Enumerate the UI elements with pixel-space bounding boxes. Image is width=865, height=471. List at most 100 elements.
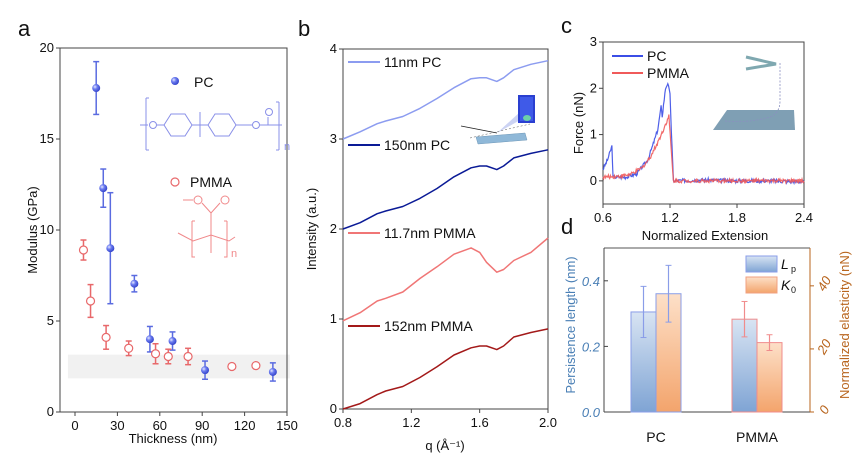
panel-label-b: b xyxy=(298,16,310,41)
x-tick-label: 30 xyxy=(110,418,124,433)
x-tick-label: 60 xyxy=(153,418,167,433)
x-tick-label: 0.6 xyxy=(594,210,612,225)
y-tick-label: 3 xyxy=(590,34,597,49)
y-tick-label: 0 xyxy=(330,401,337,416)
pmma-data-point xyxy=(251,360,261,371)
y-tick-label: 15 xyxy=(40,131,54,146)
legend-swatch-k0 xyxy=(745,276,778,294)
y-axis-title: Modulus (GPa) xyxy=(25,186,40,273)
legend-label-3: 152nm PMMA xyxy=(384,318,473,334)
shaded-band xyxy=(67,354,290,379)
series-line-pmma xyxy=(602,114,805,185)
legend-label-k0: K xyxy=(781,277,791,293)
pc-data-point xyxy=(106,244,115,253)
legend-label-1: 150nm PC xyxy=(384,137,450,153)
pc-data-point xyxy=(99,184,108,193)
legend-label-0: PC xyxy=(647,48,666,64)
y-tick-label: 2 xyxy=(330,221,337,236)
pc-data-point xyxy=(130,279,139,288)
x-axis-title: Thickness (nm) xyxy=(129,431,218,446)
y-tick-label: 5 xyxy=(47,313,54,328)
x-tick-label: 150 xyxy=(276,418,298,433)
pmma-structure-n: n xyxy=(231,248,237,260)
pc-data-point xyxy=(268,367,277,376)
y-axis-title: Force (nN) xyxy=(571,92,586,154)
pmma-data-point xyxy=(124,343,134,353)
x-tick-label: 1.2 xyxy=(661,210,679,225)
pmma-data-point xyxy=(101,332,111,342)
legend-label-sub-lp: p xyxy=(791,264,796,274)
x-tick-label: 0.8 xyxy=(334,415,352,430)
y-axis-title: Intensity (a.u.) xyxy=(304,188,319,270)
panel-label-d: d xyxy=(561,214,573,239)
legend-swatch-lp xyxy=(745,255,778,273)
series-line-pc xyxy=(602,81,805,186)
legend-marker-pc xyxy=(171,77,179,85)
pc-data-point xyxy=(145,335,154,344)
x-axis-title: Normalized Extension xyxy=(642,228,768,243)
pmma-data-point xyxy=(150,349,161,359)
x-tick-label: 2.0 xyxy=(539,415,557,430)
chart-c-force-vs-extension: 0.6 1.2 1.8 2.4 0 1 2 3 Normalized Extension Forc… xyxy=(571,34,813,243)
x-tick-label: 1.6 xyxy=(471,415,489,430)
x-axis-title: q (Å⁻¹) xyxy=(425,438,464,453)
legend-label-pmma: PMMA xyxy=(190,174,233,190)
x-tick-label: 90 xyxy=(195,418,209,433)
bar-k0-pmma xyxy=(756,342,783,413)
panel-label-a: a xyxy=(18,16,31,41)
series-line-1 xyxy=(342,149,549,230)
x-tick-label: 1.8 xyxy=(728,210,746,225)
y-tick-label: 4 xyxy=(330,41,337,56)
x-tick-label: 120 xyxy=(234,418,256,433)
legend-label-sub-k0: 0 xyxy=(791,285,796,295)
legend-label-1: PMMA xyxy=(647,65,690,81)
x-tick-label: 1.2 xyxy=(402,415,420,430)
pmma-chemical-structure xyxy=(177,195,236,258)
legend-label-pc: PC xyxy=(194,74,213,90)
afm-pulling-inset xyxy=(713,55,795,130)
pmma-data-point xyxy=(85,296,96,306)
y-tick-label: 0 xyxy=(590,173,597,188)
category-label: PC xyxy=(646,429,665,445)
y-tick-label: 2 xyxy=(590,80,597,95)
giwaxs-setup-inset xyxy=(460,95,535,145)
pmma-data-point xyxy=(227,361,237,372)
y-tick-label: 0.0 xyxy=(582,405,601,420)
x-tick-label: 0 xyxy=(71,418,78,433)
pmma-data-point xyxy=(78,245,89,255)
pmma-data-point xyxy=(183,351,193,362)
panel-label-c: c xyxy=(561,13,572,38)
chart-d-persistence-elasticity-bars: 0.0 0.2 0.4 0 20 40 Persistence length (nm) Nor… xyxy=(563,247,852,445)
axes-frame xyxy=(602,41,805,205)
y-tick-label: 1 xyxy=(590,127,597,142)
y-right-axis-title: Normalized elasticity (nN) xyxy=(837,251,852,399)
y-right-tick-label: 20 xyxy=(813,336,834,358)
pc-data-point xyxy=(168,337,177,346)
pc-structure-n: n xyxy=(284,141,290,153)
chart-a-modulus-vs-thickness: 0 30 60 90 120 150 0 5 10 15 20 Thickness (nm) Modul… xyxy=(25,40,298,446)
legend-label-lp: L xyxy=(781,256,789,272)
series-line-2 xyxy=(342,237,549,322)
y-tick-label: 20 xyxy=(40,40,54,55)
y-tick-label: 3 xyxy=(330,131,337,146)
legend-marker-pmma xyxy=(170,177,180,187)
legend-label-2: 11.7nm PMMA xyxy=(384,225,476,241)
y-tick-label: 10 xyxy=(40,222,54,237)
legend-label-0: 11nm PC xyxy=(384,54,441,70)
y-tick-label: 0 xyxy=(47,404,54,419)
x-tick-label: 2.4 xyxy=(795,210,813,225)
y-tick-label: 1 xyxy=(330,311,337,326)
pc-chemical-structure xyxy=(140,97,282,151)
series-line-0 xyxy=(342,59,549,140)
y-axis-title: Persistence length (nm) xyxy=(563,256,578,393)
series-line-3 xyxy=(342,328,549,410)
pmma-data-point xyxy=(163,351,173,362)
pc-data-point xyxy=(201,366,210,375)
y-right-tick-label: 40 xyxy=(814,273,835,294)
category-label: PMMA xyxy=(736,429,779,445)
y-tick-label: 0.2 xyxy=(582,339,601,354)
chart-b-intensity-vs-q: 0.8 1.2 1.6 2.0 0 1 2 3 4 q (Å⁻¹) Intensity (a.u.)… xyxy=(304,41,557,453)
y-tick-label: 0.4 xyxy=(582,274,600,289)
pc-data-point xyxy=(92,84,101,93)
